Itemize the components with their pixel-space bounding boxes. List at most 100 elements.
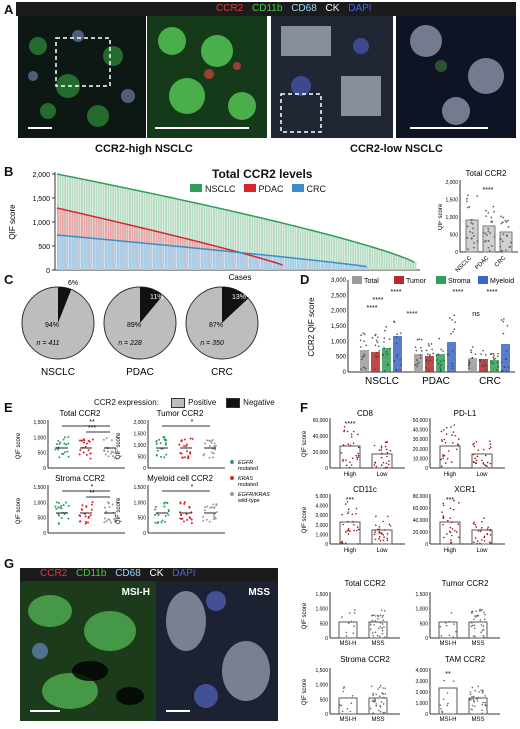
chart-f-point bbox=[356, 458, 359, 461]
chart-d-bar bbox=[360, 350, 369, 372]
chart-g-point bbox=[447, 702, 449, 705]
chart-g-point bbox=[478, 691, 480, 693]
chart-b-inset-point bbox=[502, 233, 505, 236]
chart-b-bar-nsclc bbox=[268, 219, 271, 270]
chart-e-point bbox=[115, 501, 118, 504]
chart-d-point bbox=[426, 353, 429, 356]
chart-d-point bbox=[361, 358, 363, 361]
chart-f-ytick: 0 bbox=[425, 466, 428, 472]
chart-g-point bbox=[350, 620, 352, 623]
chart-b-bar-crc bbox=[270, 255, 273, 270]
chart-e-point bbox=[186, 518, 189, 521]
chart-e-point bbox=[214, 448, 217, 451]
chart-f-point bbox=[473, 442, 475, 445]
chart-f-point bbox=[343, 430, 345, 433]
chart-g-point bbox=[482, 701, 484, 704]
chart-f-point bbox=[346, 512, 349, 515]
chart-f-point bbox=[382, 461, 385, 464]
chart-b-inset-ytick: 2,000 bbox=[445, 180, 458, 186]
chart-d-point bbox=[451, 367, 454, 370]
chart-e-point bbox=[55, 507, 58, 510]
chart-f-point bbox=[446, 457, 449, 460]
chart-b-inset-point bbox=[506, 234, 508, 237]
chart-e-point bbox=[63, 451, 66, 454]
chart-b-inset-point bbox=[487, 240, 490, 242]
micrograph-texture bbox=[271, 16, 393, 138]
chart-d-point bbox=[417, 361, 420, 364]
chart-b-inset-point bbox=[467, 194, 469, 197]
chart-f-point bbox=[385, 462, 388, 464]
chart-f-point bbox=[350, 464, 353, 466]
chart-e-point bbox=[103, 506, 106, 509]
chart-e-legend-dot bbox=[230, 476, 234, 480]
chart-d-bar bbox=[468, 358, 477, 372]
chart-b-bar-nsclc bbox=[251, 215, 254, 270]
chart-f-point bbox=[380, 445, 383, 448]
chart-b-bar-nsclc bbox=[282, 223, 285, 270]
chart-b-bar-crc bbox=[73, 236, 76, 270]
chart-e-point bbox=[58, 442, 61, 445]
chart-g-point bbox=[471, 708, 473, 711]
chart-f-point bbox=[475, 441, 478, 443]
chart-e-ytick: 500 bbox=[138, 455, 147, 461]
chart-d-point bbox=[506, 324, 509, 327]
chart-e-legend-label: EGFR bbox=[238, 460, 253, 466]
chart-g-point bbox=[446, 692, 449, 694]
chart-d-point bbox=[440, 348, 442, 351]
chart-d-point bbox=[383, 337, 386, 340]
stain-label: CCR2 bbox=[216, 3, 247, 14]
chart-e-point bbox=[85, 453, 88, 456]
chart-e-ylabel: QIF score bbox=[16, 432, 22, 459]
chart-d-point bbox=[364, 367, 367, 370]
chart-b-inset-point bbox=[467, 248, 470, 251]
panel-label-f: F bbox=[300, 400, 308, 415]
chart-g-point bbox=[374, 615, 377, 617]
chart-d-point bbox=[359, 339, 362, 342]
chart-e-point bbox=[185, 513, 188, 516]
chart-d-point bbox=[446, 353, 449, 356]
chart-b-bar-crc bbox=[117, 240, 119, 270]
chart-b-bar-crc bbox=[349, 264, 352, 270]
chart-g-point bbox=[443, 679, 446, 682]
chart-f-ytick: 20,000 bbox=[413, 530, 429, 536]
chart-g-point bbox=[469, 691, 471, 693]
chart-g-ylabel: QIF score bbox=[302, 602, 308, 629]
chart-f-point bbox=[373, 533, 376, 536]
chart-e-ytick: 1,500 bbox=[33, 420, 46, 426]
chart-f-point bbox=[474, 523, 477, 526]
chart-d-point bbox=[436, 359, 438, 361]
chart-e-point bbox=[164, 439, 167, 442]
chart-d-point bbox=[381, 353, 384, 356]
chart-g-point bbox=[484, 637, 486, 639]
chart-b-bar-crc bbox=[131, 241, 134, 270]
chart-d-point bbox=[416, 338, 419, 341]
chart-f-ytick: 40,000 bbox=[413, 428, 429, 434]
chart-e-point bbox=[165, 453, 168, 456]
chart-g-point bbox=[471, 686, 474, 689]
chart-b-inset-ytick: 1,000 bbox=[445, 215, 458, 221]
pie-negative-slice bbox=[58, 287, 72, 323]
chart-d-point bbox=[415, 349, 418, 352]
chart-f-point bbox=[477, 449, 480, 451]
chart-b-bar-crc bbox=[179, 246, 182, 270]
chart-g-point bbox=[448, 620, 450, 623]
chart-b-bar-nsclc bbox=[313, 230, 316, 270]
chart-d-point bbox=[419, 354, 422, 356]
chart-e-point bbox=[59, 441, 62, 444]
chart-e-point bbox=[189, 452, 192, 455]
chart-b-bar-crc bbox=[263, 254, 266, 270]
chart-g-point bbox=[442, 698, 445, 701]
chart-g-ytick: 1,500 bbox=[315, 592, 328, 598]
chart-g-point bbox=[371, 614, 373, 617]
chart-e-ytick: 0 bbox=[43, 466, 46, 472]
chart-g-point bbox=[472, 635, 475, 637]
chart-b-inset-point bbox=[466, 237, 469, 239]
chart-b-bar-crc bbox=[88, 237, 91, 270]
chart-f-point bbox=[351, 513, 354, 516]
chart-d-point bbox=[489, 353, 492, 355]
chart-e-point bbox=[65, 501, 68, 504]
chart-f-title: CD8 bbox=[357, 409, 374, 418]
chart-b-bar-nsclc bbox=[376, 248, 379, 270]
chart-b-inset-point bbox=[487, 230, 490, 233]
chart-f-point bbox=[451, 434, 453, 436]
